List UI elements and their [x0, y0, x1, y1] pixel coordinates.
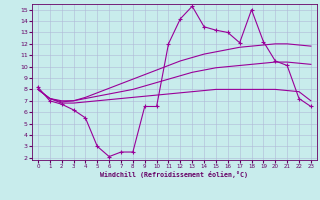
X-axis label: Windchill (Refroidissement éolien,°C): Windchill (Refroidissement éolien,°C) [100, 171, 248, 178]
